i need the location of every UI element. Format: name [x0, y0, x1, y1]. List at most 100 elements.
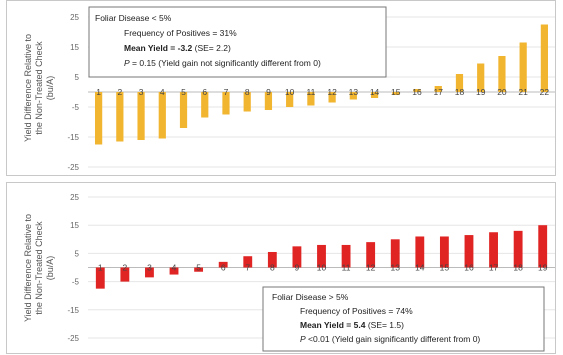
bottom-bar-19: [538, 225, 548, 268]
bottom-p-symbol: P: [300, 334, 306, 344]
bottom-chart-frame: [6, 182, 556, 354]
bottom-category-label: 5: [196, 263, 201, 273]
bottom-category-label: 4: [172, 263, 177, 273]
top-bar-1: [95, 92, 103, 145]
bottom-category-label: 18: [513, 263, 523, 273]
top-bar-7: [222, 92, 230, 115]
bottom-annotation-box: [262, 286, 545, 352]
bottom-annotation-line3: Mean Yield = 5.4 (SE= 1.5): [300, 320, 404, 330]
top-category-label: 6: [202, 87, 207, 97]
top-bar-21: [519, 42, 527, 92]
bottom-chart-ylabel-line3: (bu/A): [45, 256, 55, 281]
bottom-bar-13: [390, 239, 400, 268]
bottom-bar-1: [95, 267, 105, 289]
top-p-symbol: P: [124, 58, 130, 68]
bottom-chart-bars: [95, 225, 548, 289]
top-category-label: 12: [327, 87, 337, 97]
bottom-category-label: 8: [270, 263, 275, 273]
top-bar-16: [413, 89, 421, 92]
bottom-category-label: 2: [123, 263, 128, 273]
bottom-mean-yield-se: (SE= 1.5): [368, 320, 404, 330]
top-y-tick-label: 25: [70, 13, 79, 22]
bottom-category-label: 13: [391, 263, 401, 273]
top-mean-yield-label: Mean Yield: [124, 43, 168, 53]
top-category-label: 10: [285, 87, 295, 97]
bottom-bar-15: [439, 236, 449, 268]
bottom-chart-ylabel-line2: the Non-Treated Check: [34, 221, 44, 315]
bottom-category-label: 12: [366, 263, 376, 273]
bottom-bar-18: [513, 230, 523, 268]
bottom-y-tick-label: 15: [70, 221, 79, 230]
top-bar-20: [498, 56, 506, 92]
bottom-bar-11: [341, 244, 351, 268]
top-bar-10: [286, 92, 294, 107]
bottom-bar-4: [169, 267, 179, 275]
bottom-chart-category-labels: 1 2 3 4 5 6 7 8 9 10 11 12 13 14 15 16 17 18 19: [98, 263, 548, 273]
bottom-bar-2: [120, 267, 130, 282]
bottom-category-label: 3: [147, 263, 152, 273]
top-category-label: 3: [139, 87, 144, 97]
bottom-bar-10: [317, 244, 326, 268]
bottom-category-label: 11: [342, 263, 351, 273]
top-category-label: 19: [476, 87, 486, 97]
top-bar-15: [392, 92, 400, 95]
top-chart-ylabel-line2: the Non-Treated Check: [34, 41, 44, 135]
top-y-tick-label: -5: [72, 103, 80, 112]
bottom-y-tick-label: -25: [67, 334, 79, 343]
bottom-category-label: 10: [317, 263, 327, 273]
bottom-bar-9: [292, 246, 302, 268]
top-category-label: 11: [306, 87, 315, 97]
bottom-category-label: 15: [440, 263, 450, 273]
bottom-y-tick-label: 5: [75, 249, 80, 258]
bottom-chart-y-ticks: -25 -15 -5 5 15 25: [67, 193, 79, 343]
top-y-tick-label: -25: [67, 163, 79, 172]
top-category-label: 22: [540, 87, 550, 97]
bottom-annotation-line2: Frequency of Positives = 74%: [300, 306, 413, 316]
top-mean-yield-value: = -3.2: [168, 43, 195, 53]
bottom-category-label: 16: [464, 263, 474, 273]
top-bar-17: [434, 86, 442, 92]
top-category-label: 7: [224, 87, 229, 97]
top-chart-frame: [6, 0, 556, 176]
top-category-label: 18: [455, 87, 465, 97]
bottom-chart-panel: -25 -15 -5 5 15 25 1 2 3 4 5 6 7 8 9 10 11 12 13 14 15 16 17 1…: [0, 182, 563, 354]
bottom-category-label: 1: [98, 263, 103, 273]
bottom-chart-ylabel-line1: Yield Difference Relative to: [23, 214, 33, 322]
top-bar-12: [328, 92, 336, 103]
bottom-annotation-line4: P <0.01 (Yield gain significantly differ…: [300, 334, 480, 344]
top-annotation-line4: P = 0.15 (Yield gain not significantly d…: [124, 58, 321, 68]
bottom-bar-16: [464, 235, 474, 268]
top-chart-panel: -25 -15 -5 5 15 25 1 2 3 4 5 6 7 8 9 10 11 12 13 14 15 16 17 1…: [0, 0, 563, 176]
top-bar-6: [201, 92, 209, 118]
top-bar-13: [349, 92, 357, 100]
top-category-label: 2: [117, 87, 122, 97]
bottom-bar-3: [145, 267, 154, 278]
top-annotation-line1: Foliar Disease < 5%: [95, 13, 172, 23]
top-bar-14: [370, 92, 379, 98]
bottom-category-label: 17: [489, 263, 499, 273]
top-bar-4: [158, 92, 166, 139]
bottom-category-label: 6: [221, 263, 226, 273]
top-category-label: 21: [518, 87, 528, 97]
top-category-label: 8: [245, 87, 250, 97]
top-bar-18: [455, 74, 464, 92]
top-annotation-box: [88, 6, 387, 78]
top-category-label: 5: [181, 87, 186, 97]
top-bar-19: [477, 63, 485, 92]
bottom-bar-14: [415, 236, 425, 268]
top-category-label: 16: [412, 87, 422, 97]
top-bar-9: [264, 92, 273, 110]
top-y-tick-label: -15: [67, 133, 79, 142]
bottom-bar-8: [267, 251, 277, 268]
top-annotation-line2: Frequency of Positives = 31%: [124, 28, 237, 38]
top-bar-2: [116, 92, 124, 142]
top-category-label: 14: [370, 87, 380, 97]
bottom-category-label: 14: [415, 263, 425, 273]
bottom-y-tick-label: -5: [72, 278, 80, 287]
bottom-bar-12: [366, 242, 376, 268]
top-bar-3: [137, 92, 145, 140]
top-category-label: 20: [497, 87, 507, 97]
top-category-label: 9: [266, 87, 271, 97]
